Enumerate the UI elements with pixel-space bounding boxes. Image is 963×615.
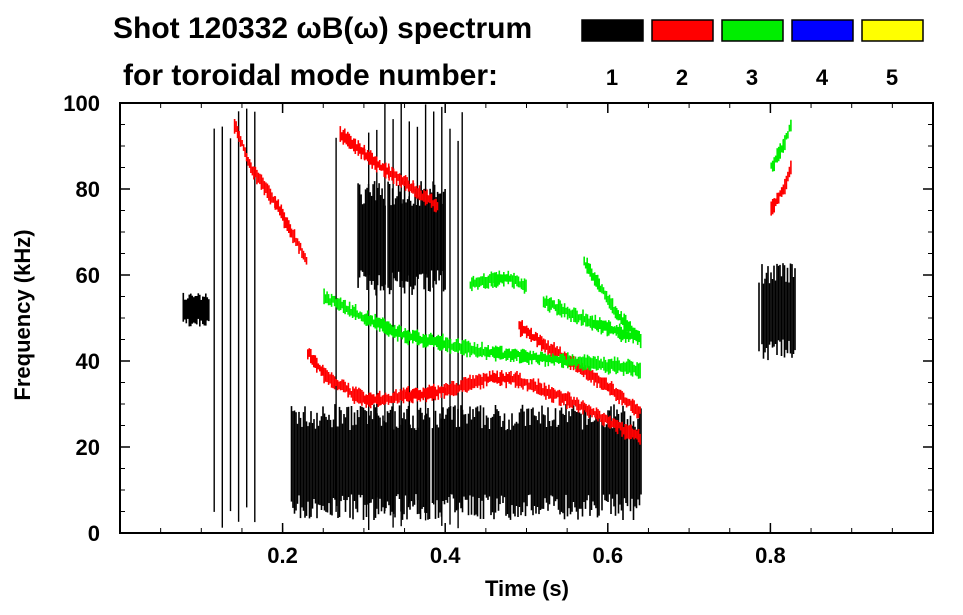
x-axis-label: Time (s): [485, 576, 569, 601]
legend-label-5: 5: [886, 65, 898, 90]
series-3: [323, 119, 792, 379]
series-3-line-2: [583, 256, 642, 347]
series-1-streak-12: [408, 121, 410, 504]
series-1-streak-5: [254, 111, 256, 523]
series-1-streak-15: [433, 111, 435, 505]
legend-label-1: 1: [606, 65, 618, 90]
legend: 1 2 3 4 5: [581, 19, 924, 90]
series-3-line-3: [323, 288, 641, 379]
y-tick-label: 80: [76, 177, 100, 202]
x-tick-label: 0.4: [430, 543, 461, 568]
chart-subtitle: for toroidal mode number:: [123, 59, 498, 92]
series-1-region-0: [290, 404, 642, 520]
legend-label-4: 4: [816, 65, 829, 90]
series-1-region-3: [758, 263, 796, 361]
x-tick-label: 0.2: [267, 543, 298, 568]
series-3-line-4: [770, 119, 792, 172]
chart-title: Shot 120332 ωB(ω) spectrum: [113, 12, 532, 45]
series-1-streak-18: [457, 140, 459, 529]
series-2-line-0: [307, 348, 641, 445]
series-1: [182, 103, 796, 530]
x-tick-label: 0.8: [755, 543, 786, 568]
series-1-streak-11: [400, 103, 402, 527]
series-2-line-4: [770, 160, 792, 216]
legend-label-2: 2: [676, 65, 688, 90]
axis-ticks: 0.2 0.4 0.6 0.8 0 20 40 60 80 100: [63, 91, 933, 568]
series-1-streak-0: [213, 128, 215, 512]
y-tick-label: 60: [76, 263, 100, 288]
legend-swatch-2: [651, 19, 714, 42]
legend-swatch-3: [721, 19, 784, 42]
y-axis-label: Frequency (kHz): [10, 229, 35, 400]
series-1-streak-7: [368, 132, 370, 530]
series-2-line-2: [339, 126, 439, 213]
series-1-streak-19: [461, 112, 463, 508]
series-1-streak-16: [441, 106, 443, 526]
x-tick-label: 0.6: [593, 543, 624, 568]
series-1-streak-17: [449, 128, 451, 525]
series-1-streak-10: [392, 119, 394, 528]
series-1-streak-6: [335, 137, 337, 512]
series-2-line-3: [233, 119, 308, 265]
series-3-line-0: [469, 270, 527, 294]
series-1-streak-1: [221, 126, 223, 528]
y-tick-label: 40: [76, 349, 100, 374]
series-1-streak-2: [229, 138, 232, 512]
legend-swatch-1: [581, 19, 644, 42]
legend-swatch-4: [791, 19, 854, 42]
legend-label-3: 3: [746, 65, 758, 90]
series-1-streak-14: [424, 104, 427, 521]
series-1-streak-4: [246, 108, 248, 508]
y-tick-label: 20: [76, 435, 100, 460]
legend-swatch-5: [861, 19, 924, 42]
spectrogram-area: [182, 103, 796, 530]
series-1-streak-9: [384, 103, 386, 511]
y-tick-label: 100: [63, 91, 100, 116]
series-1-region-2: [182, 292, 210, 327]
series-1-streak-13: [416, 126, 419, 515]
series-1-streak-3: [237, 111, 240, 522]
y-tick-label: 0: [88, 521, 100, 546]
